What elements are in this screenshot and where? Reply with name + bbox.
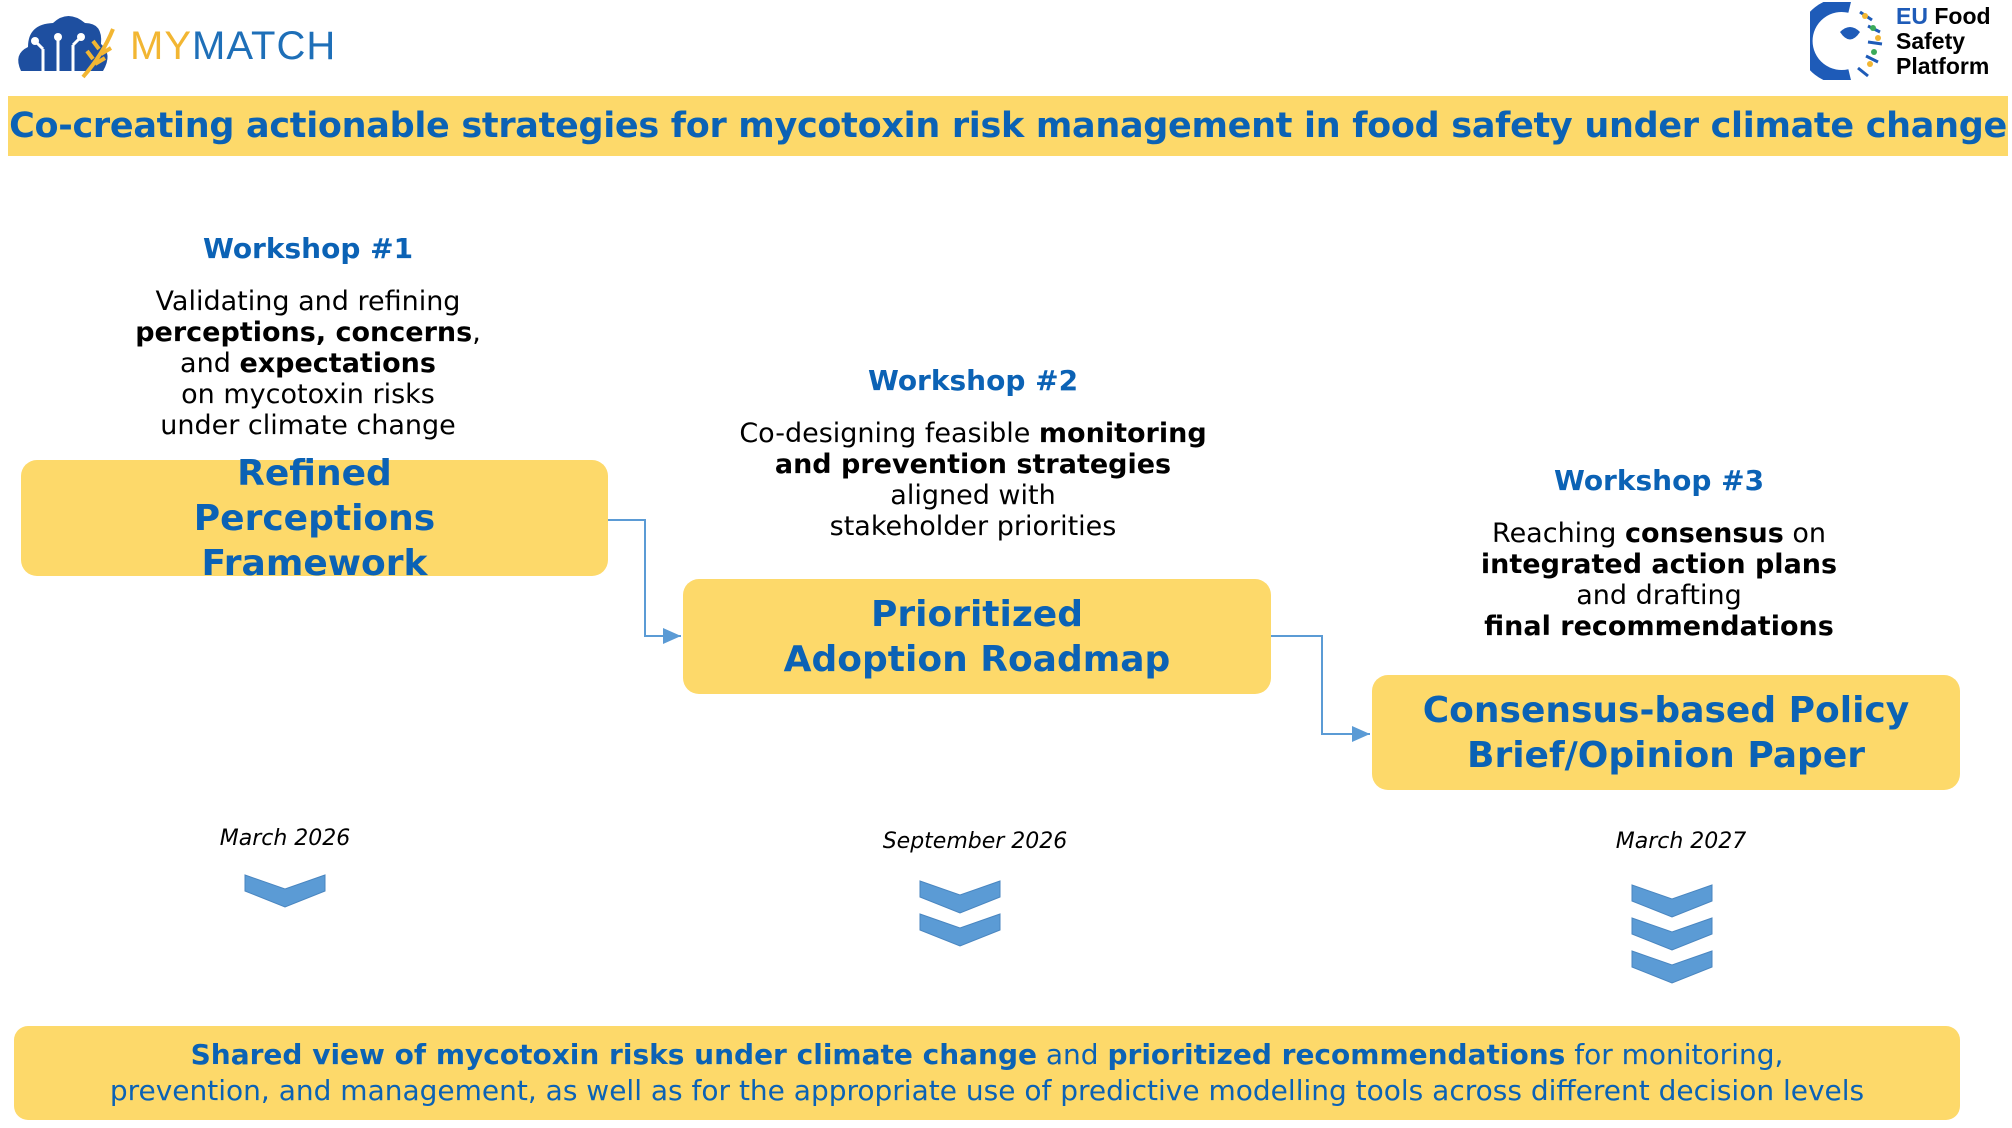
description-segment: Validating and refining — [155, 286, 461, 317]
date-workshop-3: March 2027 — [1615, 829, 1747, 854]
page-title: Co-creating actionable strategies for my… — [9, 106, 2007, 146]
description-segment: under climate change — [160, 410, 456, 441]
output-box-refined-perceptions: Refined Perceptions Framework — [21, 453, 608, 584]
eu-label: EU — [1896, 2, 1928, 29]
description-segment: expectations — [239, 348, 436, 379]
workshop-1-title: Workshop #1 — [202, 232, 414, 265]
outcome-segment: for monitoring, prevention, and manageme… — [109, 1038, 1865, 1107]
platform-label: Platform — [1896, 52, 1990, 79]
description-segment: Co-designing feasible — [739, 418, 1039, 449]
connector-2-to-3 — [1271, 635, 1370, 742]
output-3-label: Consensus-based Policy Brief/Opinion Pap… — [1422, 689, 1910, 776]
workshop-3-description: Reaching consensus on integrated action p… — [1359, 518, 1959, 642]
chevron-down-icon — [919, 913, 1001, 947]
date-workshop-2: September 2026 — [882, 829, 1068, 854]
description-segment: and prevention strategies — [774, 449, 1172, 480]
output-2-label: Prioritized Adoption Roadmap — [783, 593, 1171, 680]
description-segment: final recommendations — [1484, 611, 1834, 642]
chevron-down-icon — [244, 874, 326, 908]
output-box-adoption-roadmap: Prioritized Adoption Roadmap — [683, 579, 1271, 694]
workshop-2-description: Co-designing feasible monitoring and prev… — [673, 418, 1273, 542]
safety-label: Safety — [1896, 27, 1966, 54]
chevron-down-icon — [1631, 917, 1713, 951]
description-segment: and — [180, 348, 240, 379]
description-segment: stakeholder priorities — [829, 511, 1117, 542]
mymatch-cloud-icon — [18, 15, 115, 78]
outcome-box: Shared view of mycotoxin risks under cli… — [14, 1026, 1960, 1120]
title-banner: Co-creating actionable strategies for my… — [8, 96, 2008, 156]
chevron-down-icon — [1631, 884, 1713, 918]
description-segment: , — [472, 317, 481, 348]
chevron-down-icon — [919, 880, 1001, 914]
logo-my: MY — [130, 23, 192, 68]
description-segment: integrated action plans — [1480, 549, 1838, 580]
outcome-segment: and — [1037, 1038, 1108, 1071]
description-segment: consensus — [1625, 518, 1784, 549]
description-segment: perceptions, concerns — [135, 317, 473, 348]
workshop-3-title: Workshop #3 — [1553, 464, 1765, 497]
output-box-policy-brief: Consensus-based Policy Brief/Opinion Pap… — [1372, 675, 1960, 790]
connector-1-to-2 — [608, 519, 681, 644]
logo-match: MATCH — [192, 23, 337, 68]
description-segment: and drafting — [1576, 580, 1742, 611]
date-workshop-1: March 2026 — [219, 826, 351, 851]
food-label: Food — [1927, 2, 1991, 29]
mymatch-logo: MYMATCH — [13, 6, 363, 86]
outcome-text: Shared view of mycotoxin risks under cli… — [107, 1037, 1867, 1109]
workshop-2-title: Workshop #2 — [867, 364, 1079, 397]
description-segment: monitoring — [1038, 418, 1207, 449]
outcome-segment: prioritized recommendations — [1107, 1038, 1566, 1071]
eu-platform-emblem-icon — [1810, 2, 1883, 80]
output-1-label: Refined Perceptions Framework — [193, 452, 436, 584]
outcome-segment: Shared view of mycotoxin risks under cli… — [190, 1038, 1037, 1071]
description-segment: Reaching — [1492, 518, 1626, 549]
description-segment: aligned with — [890, 480, 1056, 511]
chevron-down-icon — [1631, 950, 1713, 984]
description-segment: on — [1783, 518, 1826, 549]
workshop-1-description: Validating and refining perceptions, conc… — [8, 286, 608, 441]
eu-food-safety-platform-logo: EU Food Safety Platform — [1810, 0, 2010, 82]
description-segment: on mycotoxin risks — [181, 379, 435, 410]
